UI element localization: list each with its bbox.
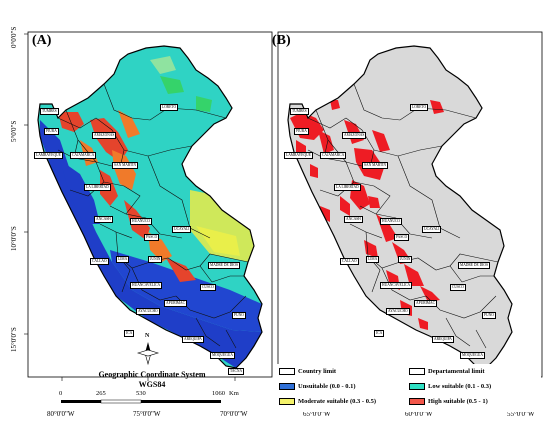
legend-swatch <box>279 398 295 405</box>
dept-label: LIMA <box>366 256 380 263</box>
legend-label: Low suitable (0.1 - 0.3) <box>428 383 492 390</box>
legend-swatch <box>409 383 425 390</box>
panel-b-label: (B) <box>272 33 291 48</box>
scale-tick-0: 0 <box>59 390 63 397</box>
dept-label: PIURA <box>44 128 59 135</box>
dept-label: HUANCAVELICA <box>380 282 413 289</box>
department-boundaries-a <box>57 83 249 349</box>
scale-tick-1060: 1060 <box>212 390 225 397</box>
legend-country-limit: Country limit <box>279 367 336 376</box>
dept-label: CALLAO <box>340 258 359 265</box>
dept-label: APURIMAC <box>164 300 187 307</box>
legend-label: Unsuitable (0.0 - 0.1) <box>298 383 356 390</box>
dept-label: PASCO <box>144 234 160 241</box>
dept-label: ICA <box>374 330 385 337</box>
legend-moderate-suitable: Moderate suitable (0.3 - 0.5) <box>279 397 376 406</box>
dept-label: CAJAMARCA <box>320 152 347 159</box>
dept-label: LORETO <box>410 104 429 111</box>
scale-tick-530: 530 <box>136 390 146 397</box>
dept-label: CAJAMARCA <box>70 152 97 159</box>
dept-label: PUNO <box>482 312 496 319</box>
dept-label: PIURA <box>294 128 309 135</box>
legend-swatch <box>409 368 425 375</box>
legend-swatch <box>279 368 295 375</box>
lon-tick-75: 75°0'0"W <box>133 410 161 418</box>
lon-tick-70: 70°0'0"W <box>220 410 248 418</box>
north-label: N <box>145 333 150 339</box>
dept-label: ANCASH <box>344 216 363 223</box>
dept-label: UCAYALI <box>422 226 442 233</box>
panel-a-label: (A) <box>32 33 52 48</box>
dept-label: MADRE DE DIOS <box>458 262 490 269</box>
dept-label: TUMBES <box>290 108 309 115</box>
legend-label: Moderate suitable (0.3 - 0.5) <box>298 398 376 405</box>
dept-label: MADRE DE DIOS <box>208 262 240 269</box>
scale-unit: Km <box>229 390 239 397</box>
dept-label: HUANUCO <box>380 218 402 225</box>
legend-high-suitable: High suitable (0.5 - 1) <box>409 397 488 406</box>
legend: Country limit Departamental limit Unsuit… <box>277 364 541 412</box>
dept-label: HUANCAVELICA <box>130 282 163 289</box>
dept-label: JUNIN <box>398 256 413 263</box>
dept-label: PASCO <box>394 234 410 241</box>
dept-label: AREQUIPA <box>432 336 454 343</box>
legend-unsuitable: Unsuitable (0.0 - 0.1) <box>279 382 356 391</box>
dept-label: AYACUCHO <box>136 308 160 315</box>
dept-label: TUMBES <box>40 108 59 115</box>
dept-label: APURIMAC <box>414 300 437 307</box>
legend-label: High suitable (0.5 - 1) <box>428 398 488 405</box>
dept-label: CALLAO <box>90 258 109 265</box>
lon-tick-65: 65°0'0"W <box>303 410 331 418</box>
dept-label: AYACUCHO <box>386 308 410 315</box>
dept-label: MOQUEGUA <box>210 352 235 359</box>
legend-swatch <box>409 398 425 405</box>
dept-label: LIMA <box>116 256 130 263</box>
dept-label: LA LIBERTAD <box>334 184 361 191</box>
dept-label: SAN MARTIN <box>112 162 139 169</box>
dept-label: SAN MARTIN <box>362 162 389 169</box>
legend-swatch <box>279 383 295 390</box>
lon-tick-60: 60°0'0"W <box>405 410 433 418</box>
dept-label: AMAZONAS <box>342 132 367 139</box>
dept-label: CUSCO <box>200 284 216 291</box>
dept-label: LORETO <box>160 104 179 111</box>
dept-label: TACNA <box>228 368 245 375</box>
legend-label: Departamental limit <box>428 368 485 375</box>
dept-label: PUNO <box>232 312 246 319</box>
scale-tick-265: 265 <box>96 390 106 397</box>
dept-label: CUSCO <box>450 284 466 291</box>
dept-label: LAMBAYEQUE <box>34 152 63 159</box>
dept-label: LA LIBERTAD <box>84 184 111 191</box>
legend-label: Country limit <box>298 368 337 375</box>
legend-low-suitable: Low suitable (0.1 - 0.3) <box>409 382 491 391</box>
dept-label: AREQUIPA <box>182 336 204 343</box>
coordinate-system-datum: WGS84 <box>138 380 166 389</box>
lon-tick-55: 55°0'0"W <box>507 410 535 418</box>
dept-label: UCAYALI <box>172 226 192 233</box>
coordinate-system-title: Geographic Coordinate System <box>98 370 206 379</box>
scale-bar <box>61 399 221 404</box>
dept-label: JUNIN <box>148 256 163 263</box>
dept-label: ANCASH <box>94 216 113 223</box>
lon-tick-80: 80°0'0"W <box>47 410 75 418</box>
dept-label: AMAZONAS <box>92 132 117 139</box>
dept-label: ICA <box>124 330 135 337</box>
dept-label: MOQUEGUA <box>460 352 485 359</box>
legend-departamental-limit: Departamental limit <box>409 367 485 376</box>
dept-label: HUANUCO <box>130 218 152 225</box>
north-arrow-icon <box>136 342 160 366</box>
dept-label: LAMBAYEQUE <box>284 152 313 159</box>
